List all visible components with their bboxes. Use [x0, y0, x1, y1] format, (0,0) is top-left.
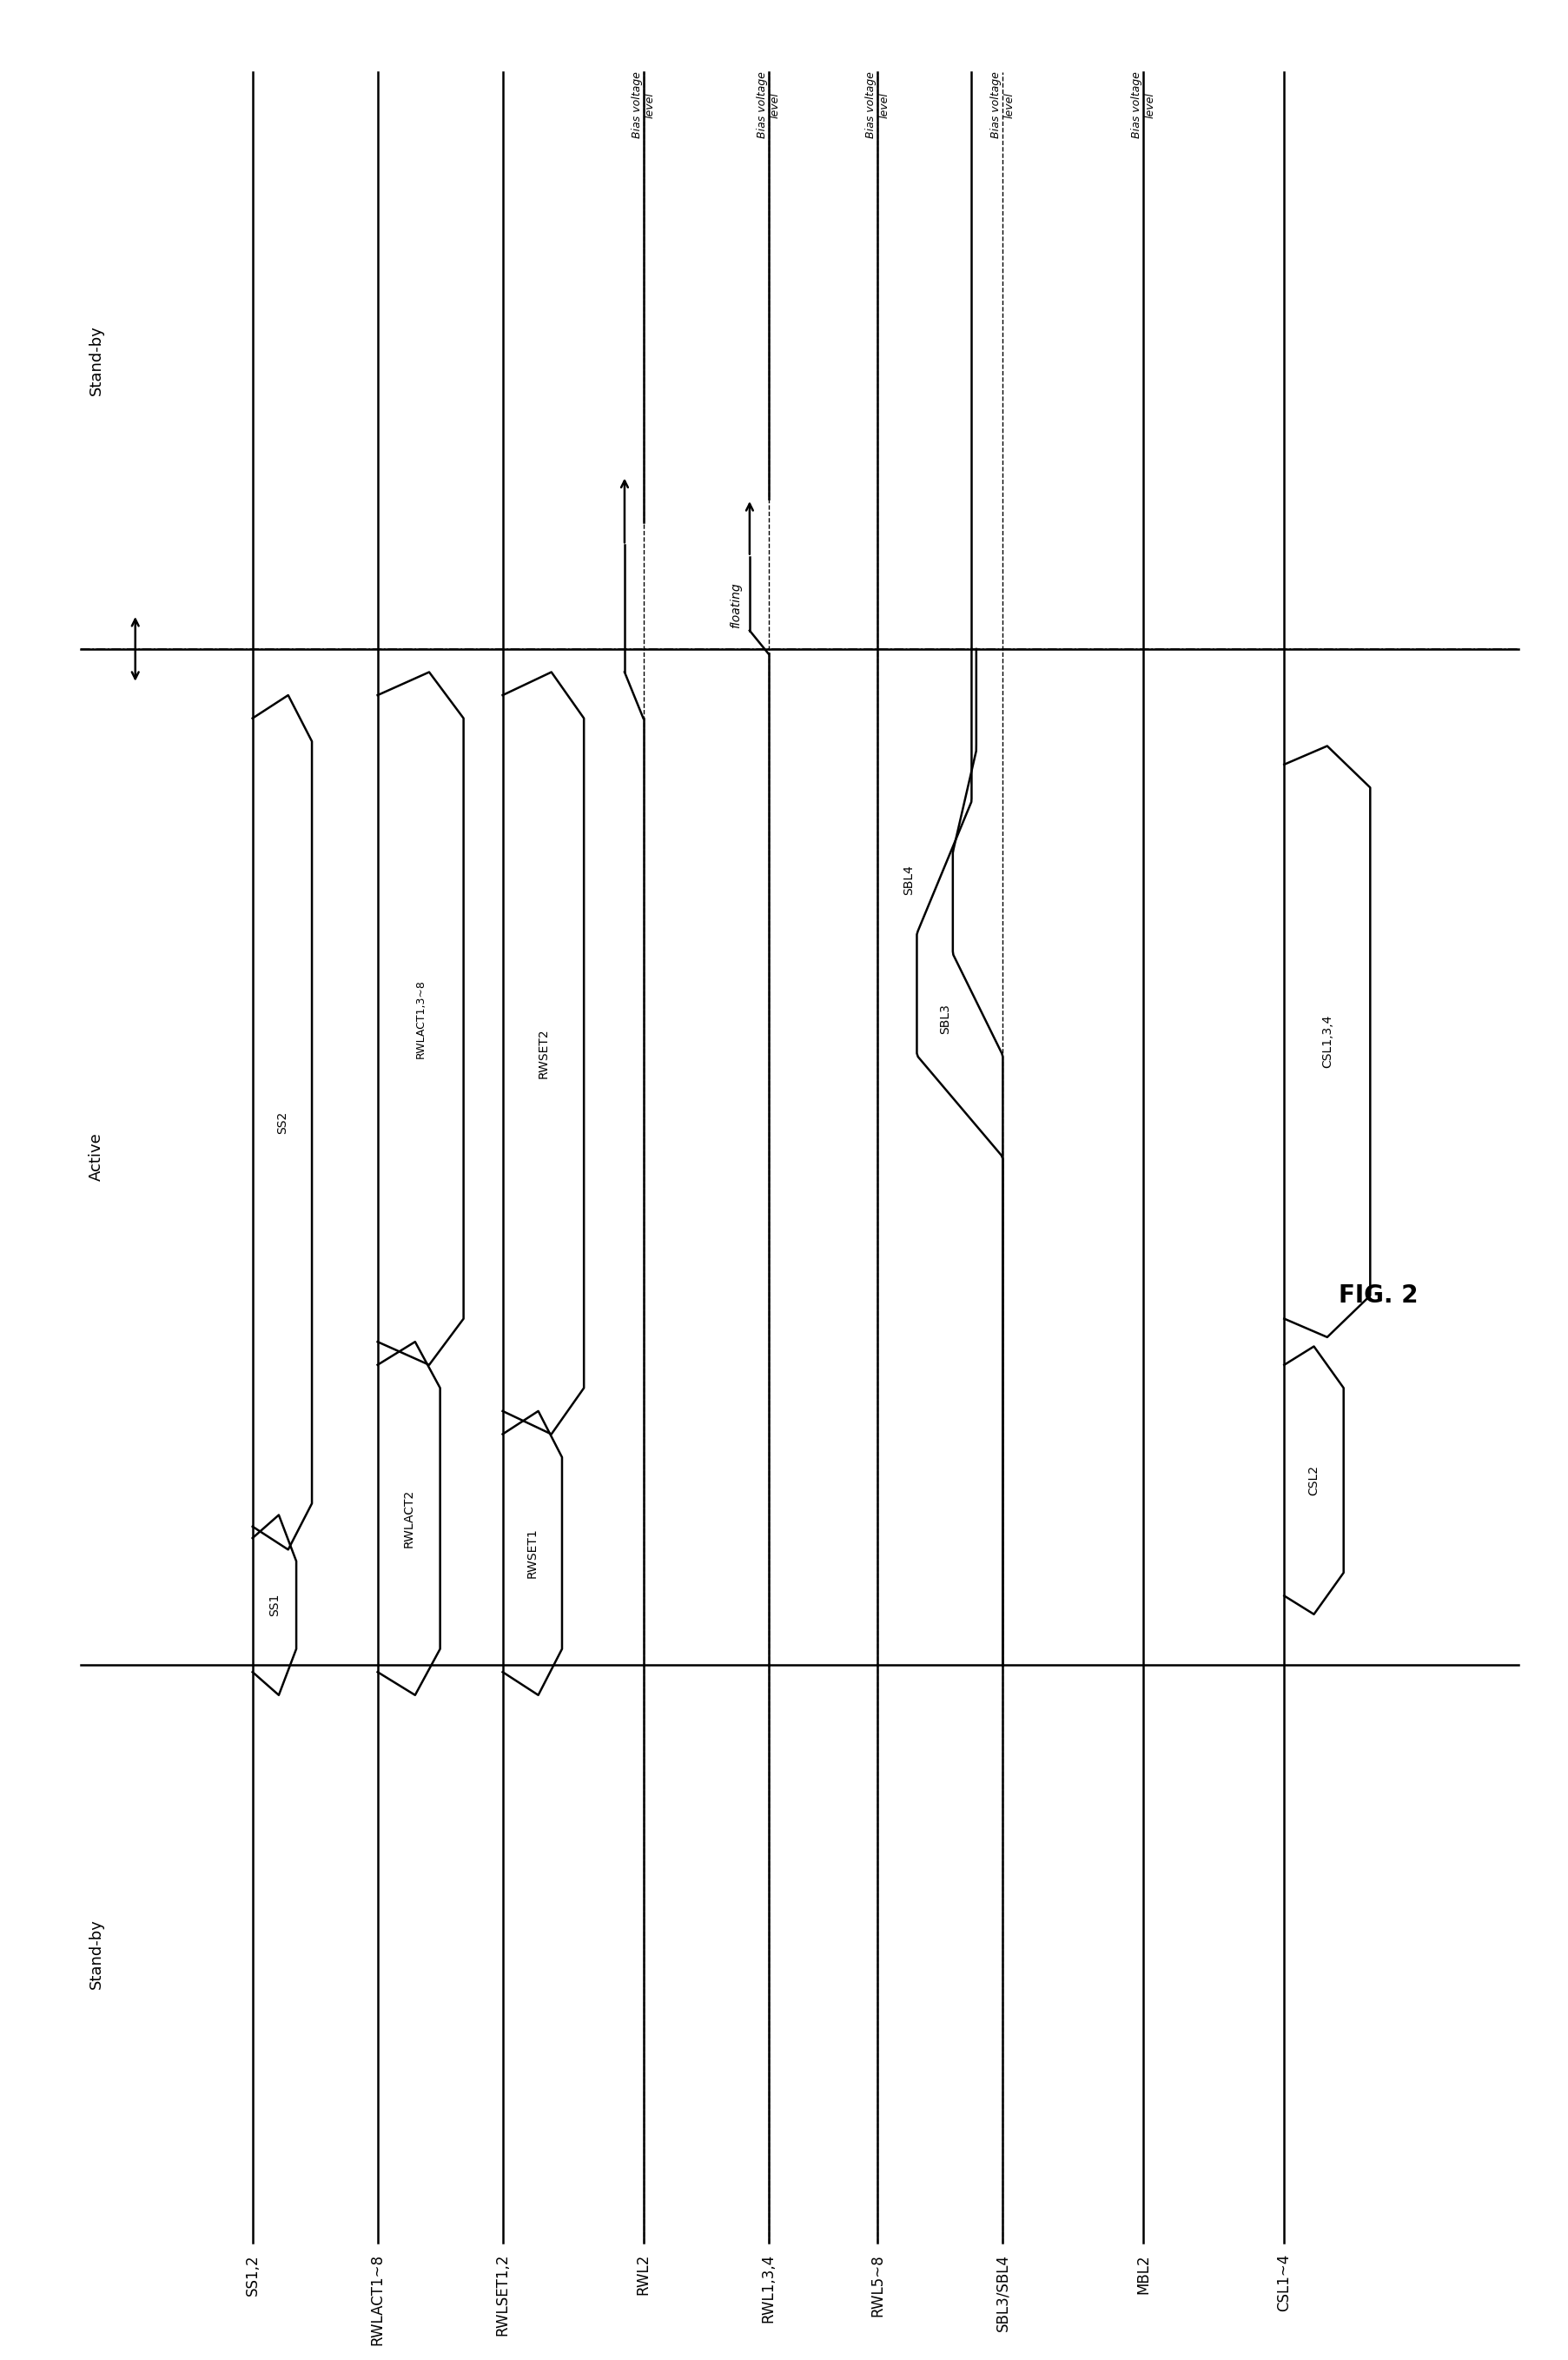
- Text: SS2: SS2: [276, 1112, 289, 1133]
- Text: CSL1~4: CSL1~4: [1276, 2254, 1292, 2310]
- Text: RWL1,3,4: RWL1,3,4: [760, 2254, 776, 2322]
- Text: MBL2: MBL2: [1135, 2254, 1151, 2294]
- Text: Bias voltage
level: Bias voltage level: [756, 71, 781, 139]
- Text: FIG. 2: FIG. 2: [1338, 1284, 1417, 1307]
- Text: SBL3/SBL4: SBL3/SBL4: [996, 2254, 1011, 2332]
- Text: SS1,2: SS1,2: [245, 2254, 260, 2296]
- Text: RWSET2: RWSET2: [538, 1029, 549, 1079]
- Text: RWSET1: RWSET1: [527, 1527, 538, 1579]
- Text: Bias voltage
level: Bias voltage level: [866, 71, 891, 139]
- Text: RWL5~8: RWL5~8: [870, 2254, 886, 2315]
- Text: SS1: SS1: [268, 1593, 281, 1617]
- Text: RWLACT2: RWLACT2: [403, 1489, 416, 1548]
- Text: Stand-by: Stand-by: [88, 1919, 103, 1989]
- Text: Bias voltage
level: Bias voltage level: [1132, 71, 1156, 139]
- Text: Bias voltage
level: Bias voltage level: [991, 71, 1014, 139]
- Text: Stand-by: Stand-by: [88, 326, 103, 396]
- Text: floating: floating: [729, 583, 742, 628]
- Text: RWLACT1,3~8: RWLACT1,3~8: [416, 979, 426, 1057]
- Text: RWLSET1,2: RWLSET1,2: [495, 2254, 511, 2336]
- Text: CSL2: CSL2: [1308, 1466, 1320, 1496]
- Text: Active: Active: [88, 1133, 103, 1182]
- Text: CSL1,3,4: CSL1,3,4: [1322, 1015, 1333, 1069]
- Text: SBL3: SBL3: [939, 1003, 952, 1034]
- Text: Bias voltage
level: Bias voltage level: [632, 71, 655, 139]
- Text: RWL2: RWL2: [635, 2254, 651, 2296]
- Text: RWLACT1~8: RWLACT1~8: [370, 2254, 386, 2346]
- Text: SBL4: SBL4: [903, 864, 916, 894]
